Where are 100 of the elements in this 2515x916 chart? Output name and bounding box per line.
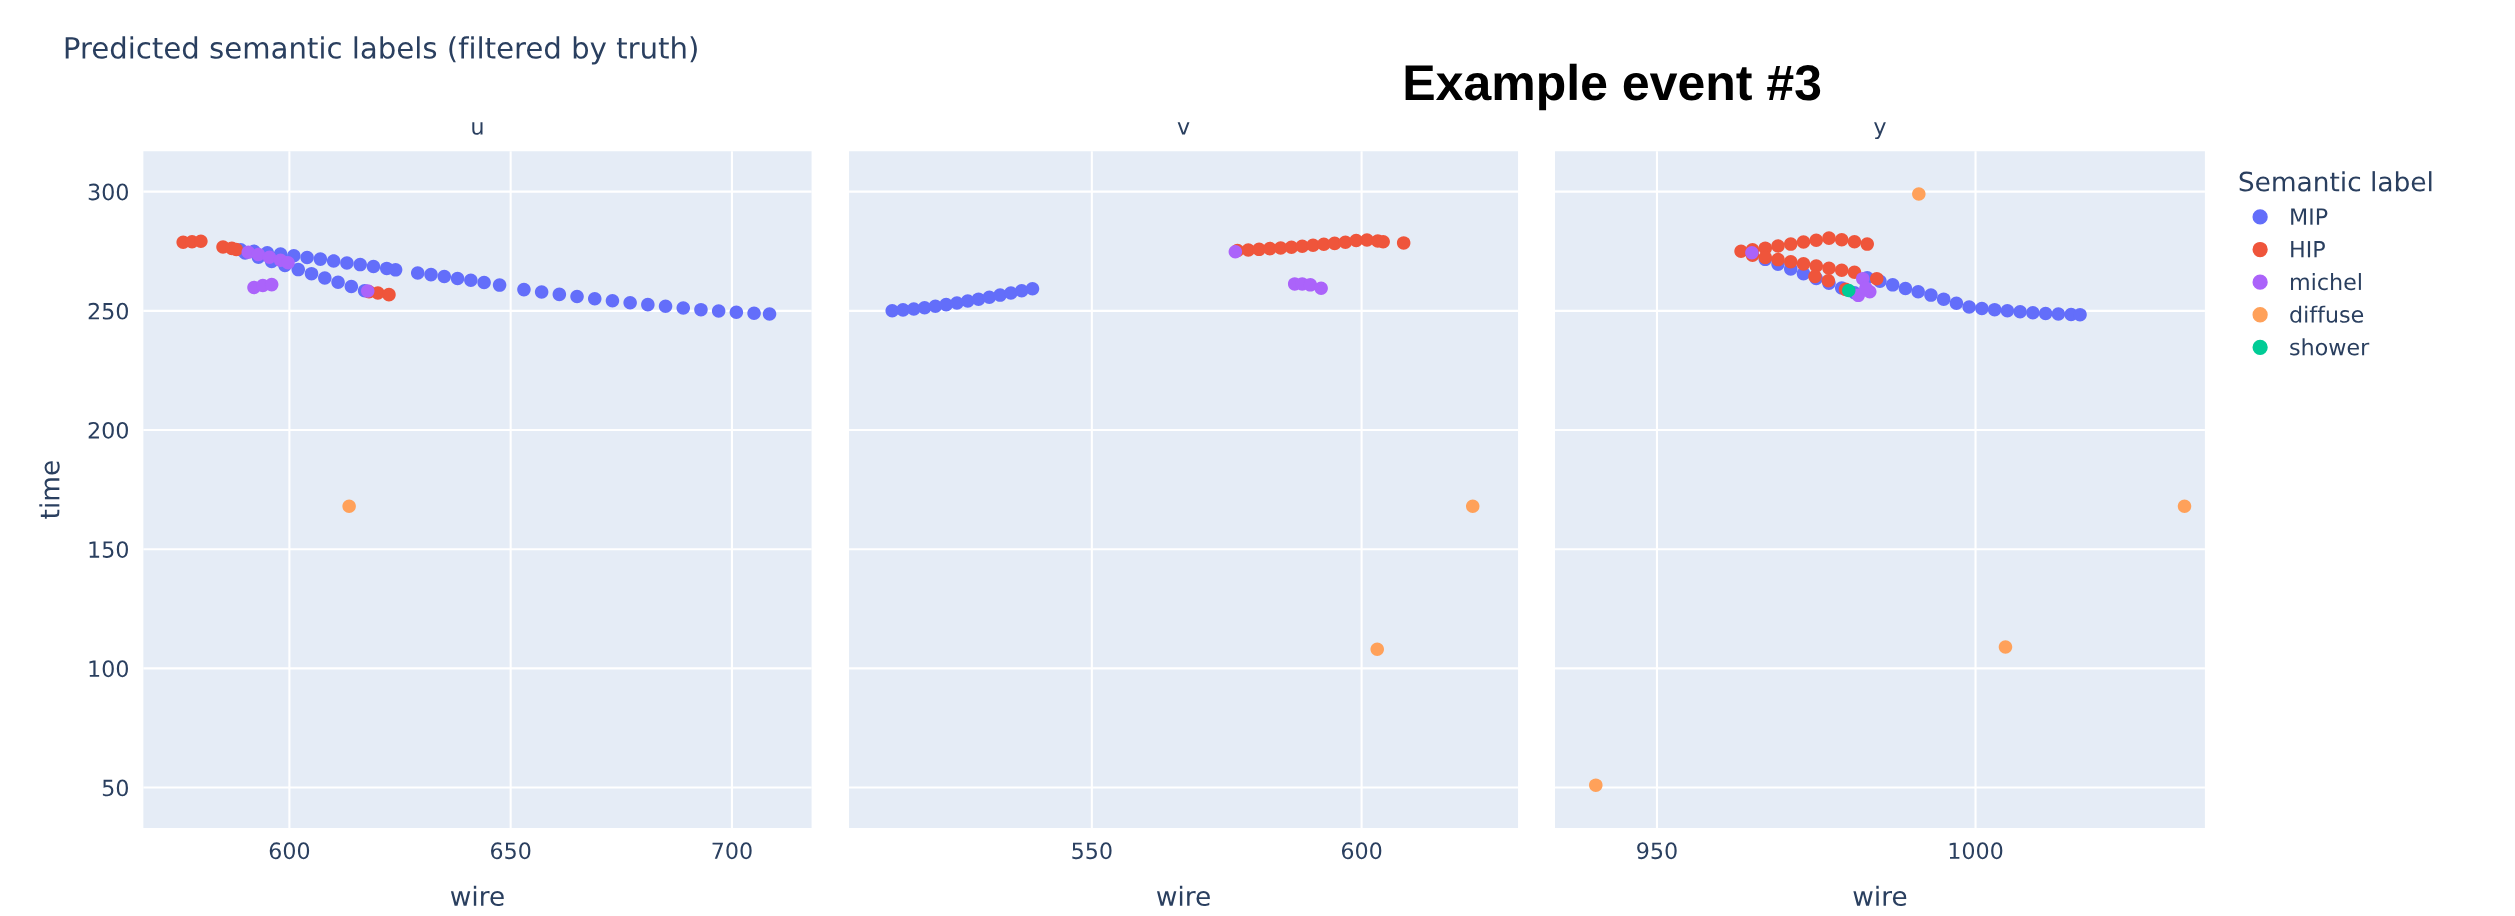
y-tick-label: 250 xyxy=(88,302,128,320)
point xyxy=(318,271,332,285)
legend-label: shower xyxy=(2290,338,2370,356)
point xyxy=(300,250,314,265)
chart-title: v xyxy=(1177,122,1190,135)
point xyxy=(517,282,531,297)
point xyxy=(2051,307,2066,321)
point xyxy=(1987,302,2002,317)
point xyxy=(1924,288,1938,302)
point xyxy=(353,257,367,272)
x-tick-label: 600 xyxy=(1341,842,1382,860)
x-tick-label: 550 xyxy=(1072,842,1112,860)
y-tick-label: 300 xyxy=(88,183,128,201)
point xyxy=(676,301,691,315)
y-tick-label: 200 xyxy=(88,421,128,439)
point xyxy=(1771,239,1785,253)
point xyxy=(2177,499,2192,514)
point xyxy=(694,302,708,317)
x-axis-title: wire xyxy=(1853,885,1907,907)
point xyxy=(2000,304,2015,318)
x-tick-label: 600 xyxy=(269,842,310,860)
point xyxy=(1975,301,1989,316)
point xyxy=(587,291,602,306)
point xyxy=(1370,642,1385,657)
point xyxy=(313,252,328,266)
point xyxy=(623,295,637,310)
point xyxy=(1784,237,1798,251)
point xyxy=(382,287,396,302)
point xyxy=(1396,236,1411,250)
point xyxy=(1771,252,1785,267)
point xyxy=(1314,281,1328,295)
point xyxy=(366,259,381,274)
point xyxy=(344,279,359,294)
point xyxy=(729,305,744,320)
point xyxy=(1998,640,2013,654)
point xyxy=(1962,300,1976,314)
point xyxy=(1822,261,1836,275)
point xyxy=(1936,292,1951,306)
point xyxy=(605,294,620,308)
point xyxy=(747,306,761,320)
point xyxy=(340,256,354,270)
point xyxy=(388,263,403,277)
point xyxy=(1809,233,1824,248)
point xyxy=(1465,499,1480,514)
x-axis-title: wire xyxy=(1156,885,1210,907)
point xyxy=(1025,281,1040,296)
chart-title: y xyxy=(1874,122,1886,140)
text: Predicted semantic labels (filtered by truth) xyxy=(65,36,697,65)
point xyxy=(437,269,452,284)
point xyxy=(1911,285,1925,299)
legend-label: diffuse xyxy=(2290,305,2364,323)
legend-label: MIP xyxy=(2291,208,2328,225)
y-axis-title: time xyxy=(39,461,60,519)
legend-label: michel xyxy=(2291,273,2361,291)
point xyxy=(450,271,465,286)
y-tick-label: 100 xyxy=(89,660,128,678)
point xyxy=(1303,278,1318,292)
point xyxy=(2038,306,2053,321)
point xyxy=(917,300,932,315)
point xyxy=(1796,235,1811,249)
point xyxy=(342,499,356,514)
point xyxy=(492,278,507,292)
point xyxy=(658,299,673,314)
point xyxy=(1796,257,1811,271)
point xyxy=(2026,305,2040,320)
x-tick-label: 700 xyxy=(712,842,752,860)
legend-title: Semantic label xyxy=(2239,171,2432,192)
point xyxy=(1834,263,1849,278)
x-tick-label: 1000 xyxy=(1949,842,2003,860)
point xyxy=(1589,778,1603,792)
point xyxy=(1834,233,1849,247)
x-axis-title: wire xyxy=(450,885,504,907)
point xyxy=(1860,237,1874,251)
point xyxy=(534,285,549,299)
point xyxy=(2073,307,2087,322)
point xyxy=(711,304,726,318)
point xyxy=(570,289,584,304)
point xyxy=(1898,281,1913,296)
point xyxy=(326,254,341,268)
text: Example event #3 xyxy=(1405,63,1821,111)
point xyxy=(194,234,208,249)
point xyxy=(410,266,425,280)
point xyxy=(641,297,655,312)
point xyxy=(1885,278,1900,292)
point xyxy=(971,292,986,306)
point xyxy=(762,307,777,321)
point xyxy=(304,266,319,281)
chart-title: u xyxy=(472,122,483,135)
point xyxy=(2013,305,2027,319)
point xyxy=(264,277,279,292)
point xyxy=(552,287,567,302)
point xyxy=(464,273,478,288)
point xyxy=(477,275,491,290)
point xyxy=(262,250,277,264)
point xyxy=(1949,296,1964,310)
point xyxy=(1822,231,1836,245)
point xyxy=(1847,234,1862,249)
legend-label: HIP xyxy=(2291,241,2325,258)
x-tick-label: 650 xyxy=(491,842,531,860)
point xyxy=(291,262,306,277)
